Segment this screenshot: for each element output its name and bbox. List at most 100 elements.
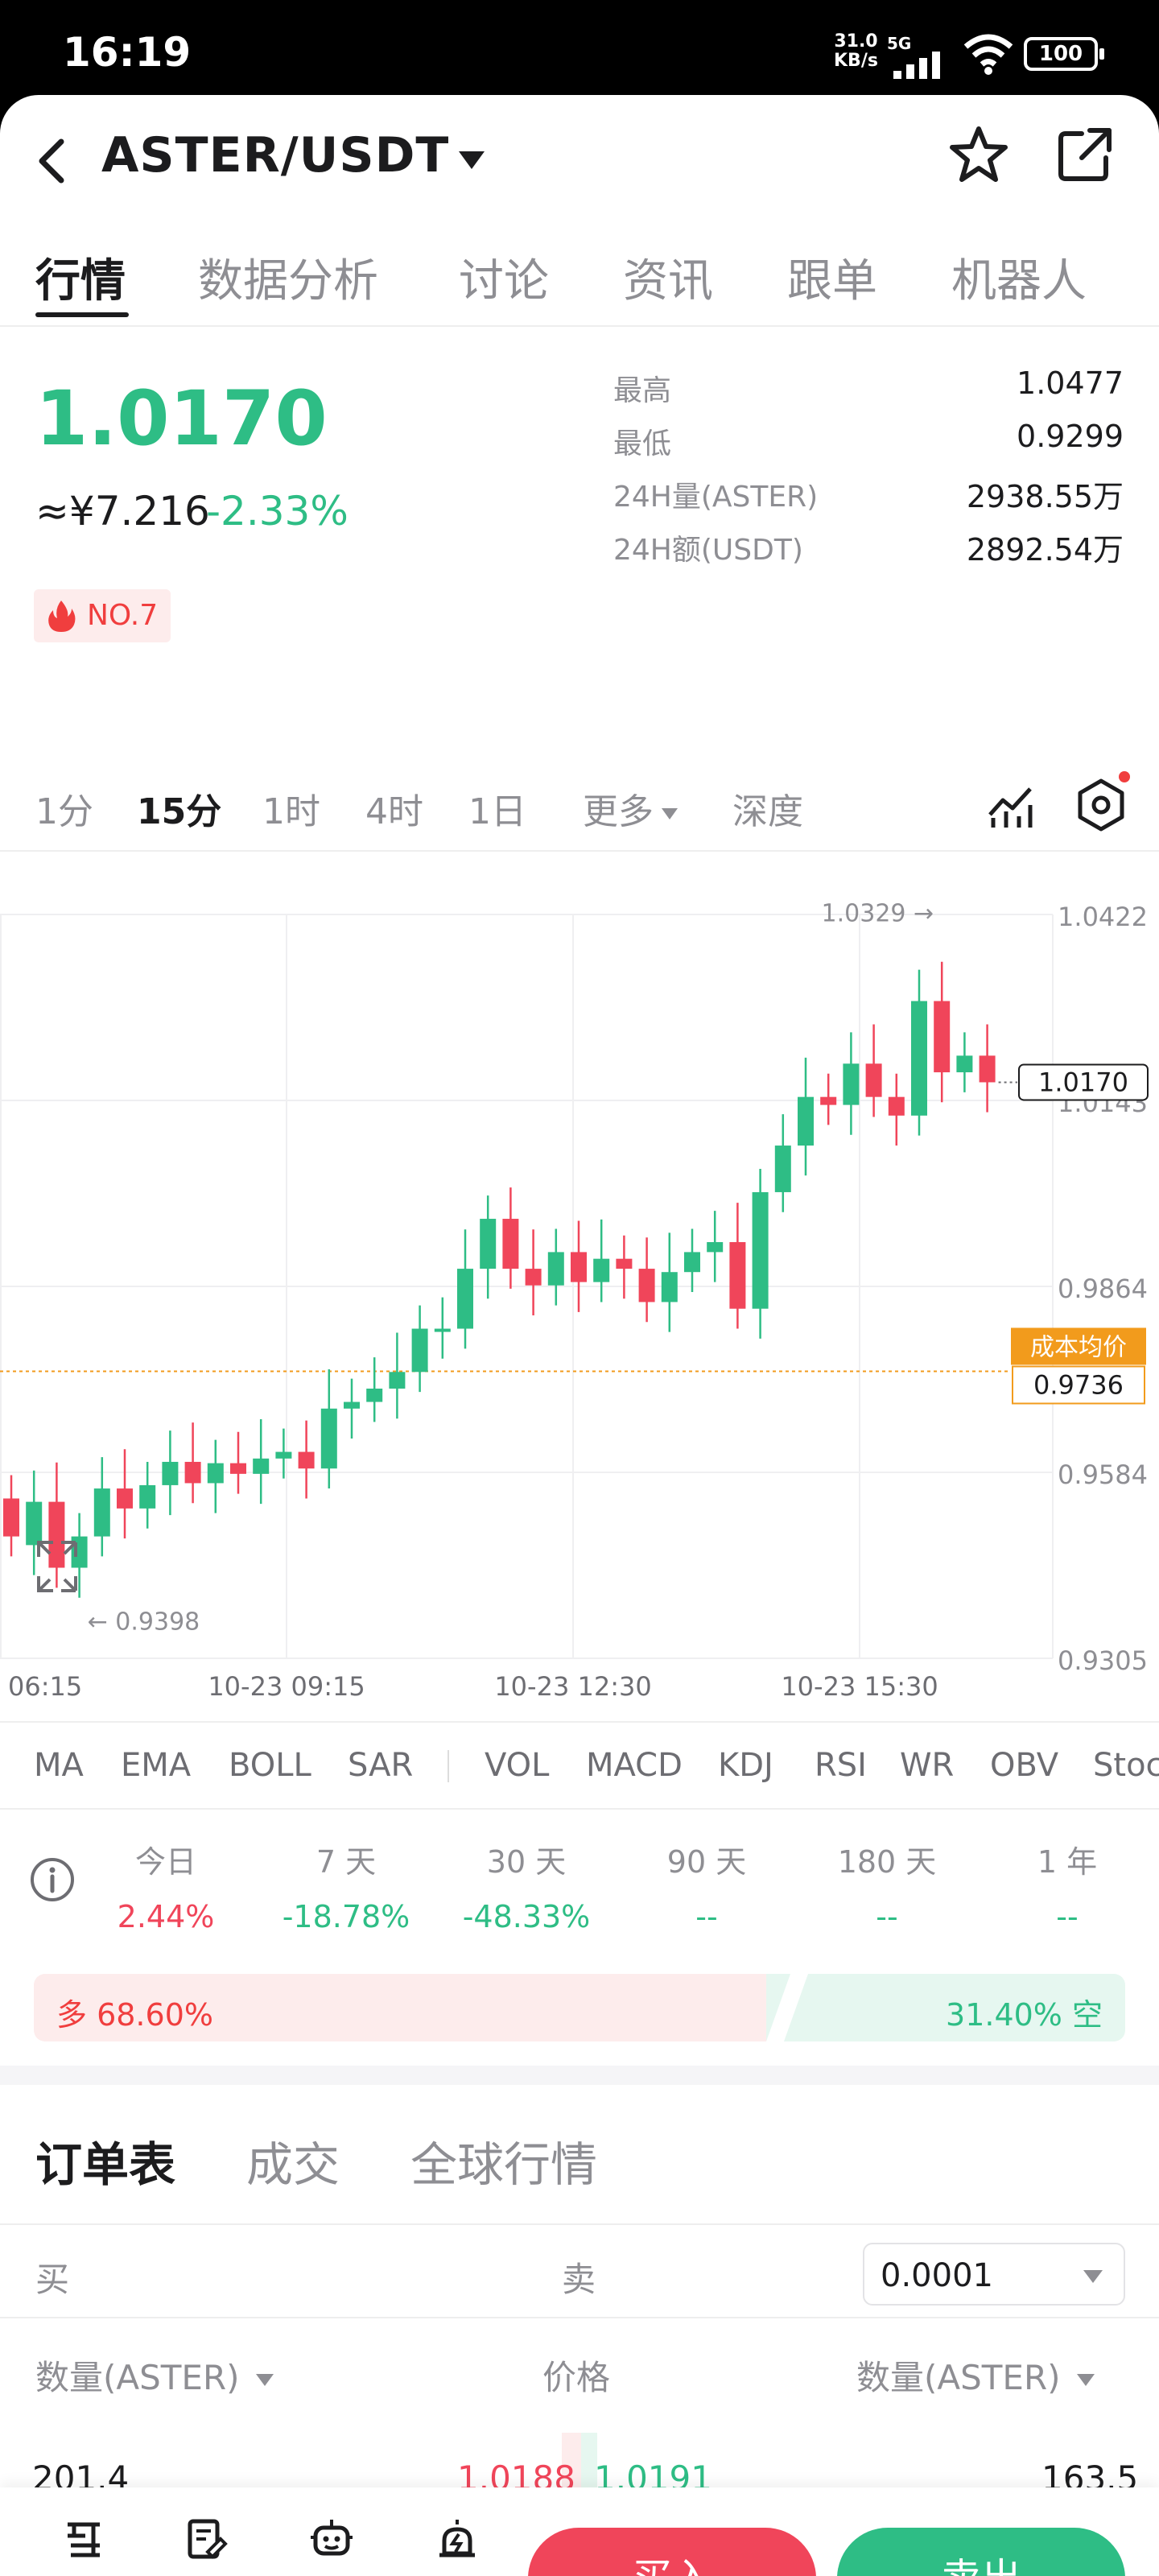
candle-body — [820, 1096, 837, 1105]
stat-value-high: 1.0477 — [1017, 365, 1124, 401]
indicator-vol[interactable]: VOL — [485, 1747, 550, 1784]
perf-label: 今日 — [134, 1844, 196, 1880]
indicator-ema[interactable]: EMA — [121, 1747, 192, 1784]
tab-copy-trade[interactable]: 跟单 — [787, 255, 877, 308]
contract-icon — [188, 2519, 228, 2559]
ratio-split — [766, 1974, 808, 2041]
tab-orderbook[interactable]: 订单表 — [35, 2137, 176, 2192]
candle-body — [320, 1408, 337, 1469]
indicator-kdj[interactable]: KDJ — [718, 1747, 773, 1784]
stat-label-turnover: 24H额(USDT) — [613, 534, 803, 567]
tab-market[interactable]: 行情 — [35, 255, 126, 308]
col-bid-qty[interactable]: 数量(ASTER) — [35, 2351, 274, 2400]
candle-body — [729, 1241, 746, 1309]
tab-trades[interactable]: 成交 — [246, 2137, 340, 2192]
tab-global-market[interactable]: 全球行情 — [410, 2137, 598, 2192]
indicator-stoch[interactable]: Stoch — [1093, 1747, 1159, 1784]
nav-label: 机器人 — [291, 2568, 378, 2576]
orderbook-row[interactable]: 201.4 1.0188 1.0191 163.5 — [0, 2423, 1159, 2487]
chevron-down-icon — [662, 808, 678, 819]
info-icon[interactable] — [29, 1856, 76, 1903]
perf-today: 今日 2.44% — [85, 1837, 246, 1934]
tab-bots[interactable]: 机器人 — [951, 255, 1087, 308]
precision-value: 0.0001 — [881, 2257, 993, 2294]
active-tab-indicator — [35, 312, 129, 317]
indicator-sar[interactable]: SAR — [348, 1747, 414, 1784]
interval-1d[interactable]: 1日 — [468, 791, 526, 832]
high-marker: 1.0329 → — [822, 900, 934, 928]
nav-label: 合约 — [166, 2568, 246, 2576]
sell-button[interactable]: 卖出 — [837, 2528, 1125, 2576]
settings-icon[interactable] — [1074, 778, 1128, 832]
status-bar: 16:19 31.0 KB/s 5G 100 — [0, 0, 1159, 100]
indicator-bar: MA EMA BOLL SAR VOL MACD KDJ RSI WR OBV … — [0, 1721, 1159, 1810]
candle-body — [275, 1451, 292, 1459]
candle-body — [26, 1501, 43, 1546]
indicator-boll[interactable]: BOLL — [229, 1747, 311, 1784]
x-tick-label: 10-23 15:30 — [781, 1671, 938, 1702]
share-icon[interactable] — [1054, 124, 1116, 185]
cost-label: 成本均价 — [1030, 1333, 1127, 1361]
expand-icon[interactable] — [37, 1541, 77, 1592]
interval-4h[interactable]: 4时 — [365, 791, 423, 832]
perf-7d: 7 天 -18.78% — [266, 1837, 427, 1934]
tab-data-analysis[interactable]: 数据分析 — [198, 255, 378, 308]
candle-body — [638, 1269, 655, 1302]
interval-15m[interactable]: 15分 — [137, 791, 222, 832]
col-ask-qty-label: 数量(ASTER) — [856, 2358, 1061, 2397]
interval-1m[interactable]: 1分 — [35, 791, 93, 832]
long-ratio-fill — [34, 1974, 798, 2041]
signal-icon — [893, 52, 940, 79]
interval-more[interactable]: 更多 — [583, 782, 678, 834]
interval-1h[interactable]: 1时 — [262, 791, 320, 832]
indicator-obv[interactable]: OBV — [990, 1747, 1059, 1784]
x-tick-label: 10-23 09:15 — [208, 1671, 365, 1702]
ask-price: 1.0191 — [594, 2458, 712, 2487]
back-icon[interactable] — [29, 130, 74, 192]
long-short-ratio-bar[interactable]: 多 68.60% 31.40% 空 — [34, 1974, 1125, 2041]
stat-label-high: 最高 — [613, 374, 672, 407]
cost-value: 0.9736 — [1033, 1369, 1124, 1400]
nav-contract[interactable]: 合约 — [166, 2516, 246, 2576]
buy-button[interactable]: 买入 — [528, 2528, 816, 2576]
indicator-macd[interactable]: MACD — [586, 1747, 683, 1784]
candle-body — [979, 1055, 996, 1083]
star-icon[interactable] — [948, 124, 1009, 185]
main-tabs: 行情 数据分析 讨论 资讯 跟单 机器人 — [0, 224, 1159, 327]
perf-value: -48.33% — [462, 1899, 591, 1934]
last-price: 1.0170 — [35, 375, 328, 463]
caret-down-icon[interactable] — [456, 143, 488, 175]
indicator-wr[interactable]: WR — [900, 1747, 955, 1784]
candle-body — [525, 1269, 542, 1286]
candle-body — [480, 1219, 497, 1269]
nav-robot[interactable]: 机器人 — [291, 2516, 378, 2576]
rank-badge[interactable]: NO.7 — [34, 589, 171, 642]
indicator-ma[interactable]: MA — [34, 1747, 84, 1784]
interval-depth[interactable]: 深度 — [732, 791, 803, 832]
candle-body — [752, 1191, 769, 1309]
perf-180d: 180 天 -- — [806, 1837, 967, 1934]
stat-value-low: 0.9299 — [1017, 419, 1124, 454]
nav-leverage[interactable]: 杠杆 — [43, 2516, 124, 2576]
candlestick-chart[interactable]: 1.0422 1.0143 0.9864 0.9584 0.9305 06:15 10-23… — [0, 852, 1159, 1721]
tab-news[interactable]: 资讯 — [623, 255, 713, 308]
col-ask-qty[interactable]: 数量(ASTER) — [856, 2351, 1095, 2400]
alarm-icon — [439, 2520, 475, 2557]
nav-alert[interactable]: 预警 — [417, 2516, 497, 2576]
tab-discussion[interactable]: 讨论 — [459, 255, 549, 308]
nav-label: 预警 — [417, 2568, 497, 2576]
perf-label: 1 年 — [1037, 1844, 1098, 1880]
candle-body — [411, 1328, 428, 1373]
candle-body — [253, 1458, 270, 1474]
bid-price: 1.0188 — [457, 2458, 575, 2487]
indicator-rsi[interactable]: RSI — [815, 1747, 867, 1784]
indicator-chart-icon[interactable] — [985, 779, 1037, 831]
orderbook-column-header: 数量(ASTER) 价格 数量(ASTER) — [0, 2318, 1159, 2423]
precision-select[interactable]: 0.0001 — [863, 2243, 1125, 2306]
pair-title[interactable]: ASTER/USDT — [101, 127, 450, 184]
candle-body — [707, 1241, 724, 1253]
candle-body — [93, 1488, 110, 1537]
x-tick-label: 06:15 — [8, 1671, 82, 1702]
status-time: 16:19 — [63, 29, 192, 76]
